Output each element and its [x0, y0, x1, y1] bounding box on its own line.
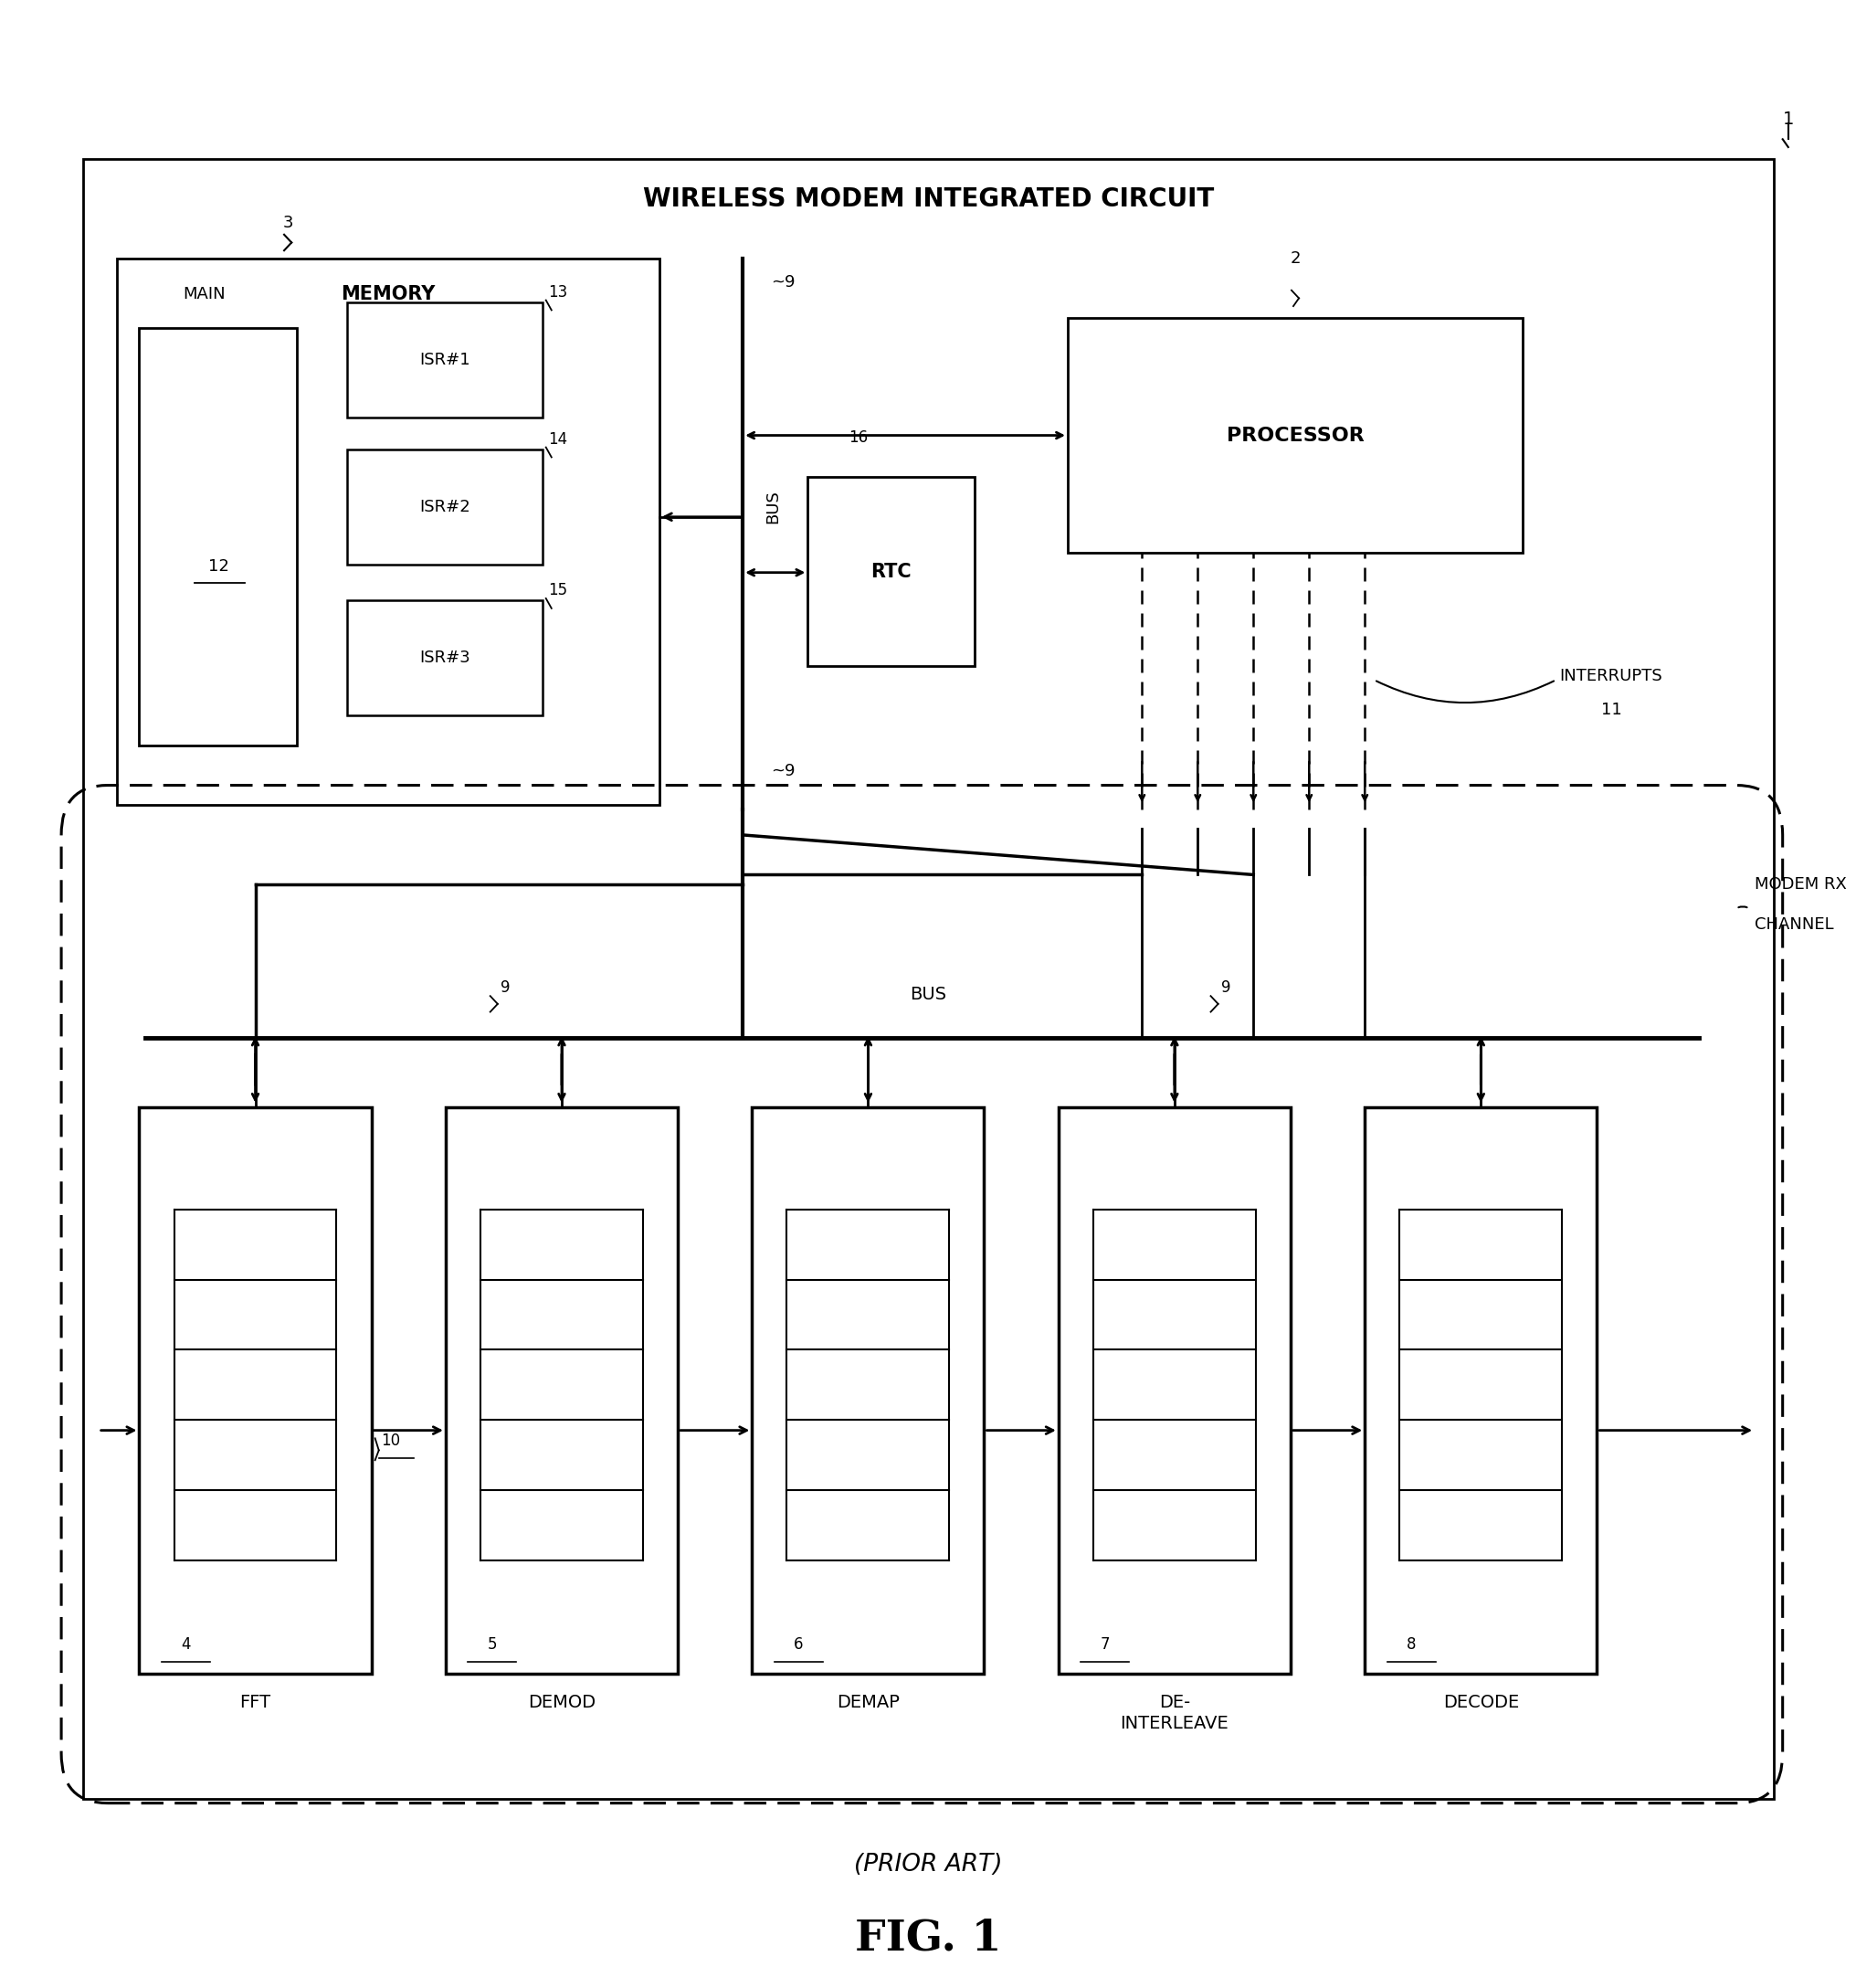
Text: DEMOD: DEMOD: [527, 1694, 596, 1712]
Bar: [1364, 1107, 1596, 1674]
Text: RTC: RTC: [870, 563, 911, 580]
Text: MODEM RX: MODEM RX: [1754, 877, 1847, 893]
Text: 9: 9: [1219, 980, 1231, 996]
Text: 1: 1: [1782, 111, 1793, 127]
Text: 14: 14: [548, 431, 566, 447]
Bar: [807, 477, 974, 666]
Text: 8: 8: [1405, 1636, 1416, 1652]
Bar: [445, 1107, 677, 1674]
Text: 3: 3: [282, 215, 293, 231]
Bar: [347, 449, 542, 565]
Text: 11: 11: [1600, 702, 1622, 718]
Bar: [1058, 1107, 1290, 1674]
Text: INTERRUPTS: INTERRUPTS: [1559, 668, 1661, 684]
Text: ISR#1: ISR#1: [419, 352, 470, 368]
Text: 9: 9: [499, 980, 510, 996]
Text: 4: 4: [180, 1636, 191, 1652]
Text: FIG. 1: FIG. 1: [856, 1916, 1000, 1960]
Text: FFT: FFT: [239, 1694, 271, 1712]
Text: WIRELESS MODEM INTEGRATED CIRCUIT: WIRELESS MODEM INTEGRATED CIRCUIT: [642, 187, 1214, 211]
Text: 12: 12: [208, 559, 230, 575]
Text: ISR#2: ISR#2: [419, 499, 470, 515]
Text: 5: 5: [486, 1636, 497, 1652]
Bar: [84, 159, 1772, 1799]
Text: BUS: BUS: [765, 491, 781, 523]
Bar: [347, 302, 542, 417]
Text: MEMORY: MEMORY: [342, 284, 434, 304]
Text: 10: 10: [380, 1431, 399, 1449]
Text: PROCESSOR: PROCESSOR: [1225, 425, 1364, 445]
Bar: [139, 328, 297, 746]
Text: 16: 16: [848, 429, 867, 445]
Text: 13: 13: [548, 284, 566, 300]
Text: ISR#3: ISR#3: [419, 650, 470, 666]
Text: DEMAP: DEMAP: [837, 1694, 898, 1712]
Text: BUS: BUS: [909, 986, 947, 1002]
Text: 2: 2: [1290, 250, 1299, 266]
Text: (PRIOR ART): (PRIOR ART): [854, 1853, 1002, 1877]
Text: CHANNEL: CHANNEL: [1754, 916, 1834, 932]
Text: 15: 15: [548, 582, 566, 598]
Bar: [347, 600, 542, 716]
Text: MAIN: MAIN: [184, 286, 225, 302]
Bar: [139, 1107, 371, 1674]
Text: ~9: ~9: [770, 763, 794, 779]
Text: 7: 7: [1099, 1636, 1110, 1652]
Text: ~9: ~9: [770, 274, 794, 290]
Bar: [752, 1107, 984, 1674]
Text: DE-
INTERLEAVE: DE- INTERLEAVE: [1119, 1694, 1229, 1734]
Text: 6: 6: [793, 1636, 804, 1652]
Bar: [117, 258, 659, 805]
Text: DECODE: DECODE: [1442, 1694, 1518, 1712]
Bar: [1067, 318, 1522, 553]
